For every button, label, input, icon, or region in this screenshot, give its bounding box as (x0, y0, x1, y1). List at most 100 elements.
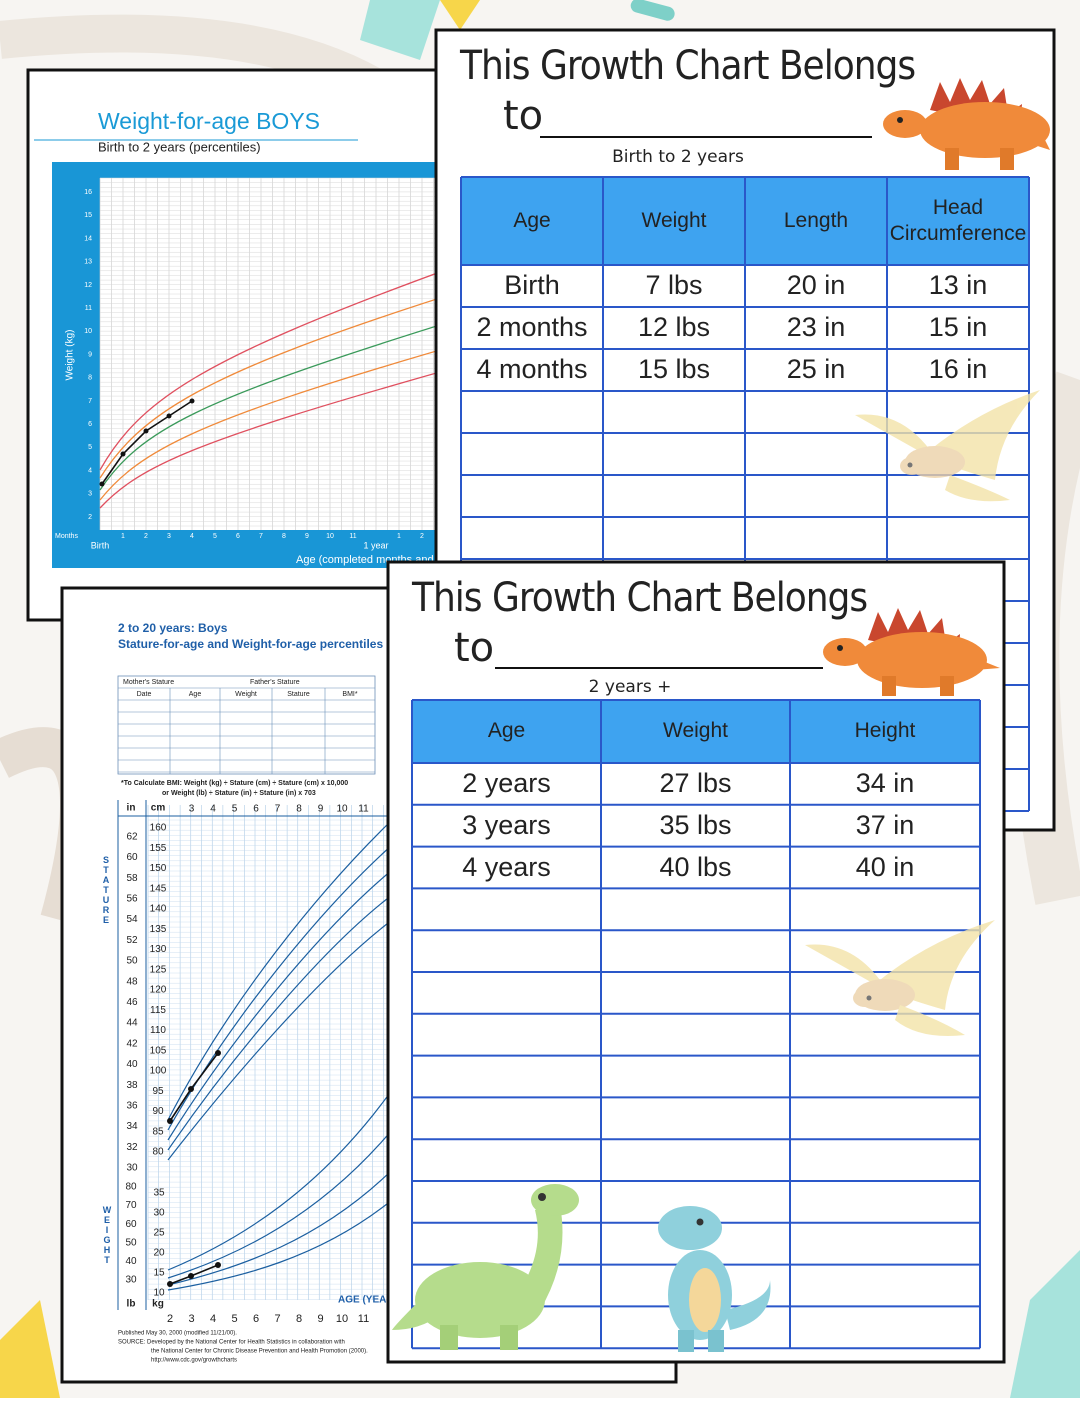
column-header: Stature (287, 691, 310, 698)
tick-label: 16 (84, 189, 92, 196)
tick-label: 4 (88, 467, 92, 474)
tick-label: 3 (88, 491, 92, 498)
entry-table (117, 675, 376, 775)
table-cell: 27 lbs (659, 768, 732, 799)
weight-chart-page: Weight-for-age BOYS Birth to 2 years (per… (26, 68, 467, 622)
chart-title: 2 to 20 years: Boys (118, 621, 228, 635)
table-cell: 2 months (476, 312, 588, 343)
tick-label: 3 (188, 1313, 194, 1325)
column-header: Age (487, 719, 526, 743)
table-cell: 23 in (787, 312, 846, 342)
tick-label: 5 (213, 533, 217, 540)
column-header: Weight (663, 719, 728, 743)
table-label: Mother's Stature (123, 679, 174, 686)
axis-label: WEIGHT (102, 1205, 112, 1265)
tick-label: 32 (126, 1142, 138, 1153)
tick-label: 30 (126, 1163, 138, 1174)
note: *To Calculate BMI: Weight (kg) ÷ Stature… (121, 780, 348, 787)
table-cell: 16 in (929, 354, 988, 384)
table-cell: 40 lbs (659, 851, 732, 882)
tick-label: 7 (88, 398, 92, 405)
table-cell: 2 years (462, 768, 551, 799)
tick-label: 11 (85, 305, 92, 312)
tick-label: 6 (88, 421, 92, 428)
table-label: Father's Stature (250, 679, 300, 686)
tick-label: 50 (125, 1237, 137, 1248)
tick-label: 44 (126, 1018, 138, 1029)
table-cell: 27 lbs (659, 768, 732, 799)
stegosaurus (883, 78, 1050, 170)
chart-subtitle: Stature-for-age and Weight-for-age perce… (118, 637, 383, 651)
decor (1010, 1250, 1080, 1398)
tick-label: 1 year (363, 540, 388, 550)
tick-label: 1 (397, 533, 401, 540)
tick-label: 100 (150, 1066, 167, 1077)
tick-label: 52 (126, 935, 138, 946)
tick-label: 10 (84, 328, 92, 335)
column-header: Weight (663, 719, 728, 743)
column-header: Head Circumference (890, 196, 1027, 245)
tick-label: 3 (167, 533, 171, 540)
footer: http://www.cdc.gov/growthcharts (151, 1358, 237, 1364)
tick-label: 46 (126, 997, 138, 1008)
column-header: Length (784, 209, 848, 232)
tick-label: 60 (125, 1219, 137, 1230)
tick-label: Birth (91, 540, 110, 550)
tick-label: 125 (150, 964, 167, 975)
axis-label: Weight (kg) (65, 330, 76, 381)
table-cell: Birth (504, 270, 560, 301)
tick-label: 80 (152, 1147, 164, 1158)
tick-label: 10 (336, 804, 348, 815)
table-cell: 40 lbs (659, 851, 732, 882)
column-header: Weight (641, 208, 707, 232)
table-cell: 2 years (462, 768, 551, 799)
table-cell: 4 months (476, 354, 587, 384)
page-title: This Growth Chart Belongs (459, 43, 915, 89)
tick-label: 25 (153, 1228, 165, 1239)
tick-label: 7 (275, 804, 281, 815)
tick-label: 14 (84, 235, 92, 242)
footer: SOURCE: Developed by the National Center… (118, 1340, 345, 1346)
tick-label: 145 (150, 883, 167, 894)
tick-label: 12 (84, 282, 92, 289)
tick-label: 48 (126, 976, 138, 987)
column-header: Age (513, 208, 551, 232)
column-header: Weight (641, 208, 707, 232)
tick-label: 150 (150, 863, 167, 874)
tick-label: 34 (126, 1121, 138, 1132)
table-cell: 20 in (787, 270, 846, 300)
tick-label: 11 (349, 533, 356, 540)
decor (0, 1300, 60, 1398)
table-cell: 34 in (855, 768, 915, 799)
page-subtitle: 2 years + (589, 677, 672, 697)
tick-label: 40 (125, 1256, 137, 1267)
table-cell: 7 lbs (645, 270, 702, 300)
tick-label: 80 (125, 1182, 137, 1193)
page-title: This Growth Chart Belongs (411, 575, 867, 621)
column-header: BMI* (342, 691, 357, 698)
tick-label: 56 (126, 894, 138, 905)
tick-label: 135 (150, 924, 167, 935)
stegosaurus (823, 608, 1000, 696)
tick-label: 4 (210, 1313, 216, 1325)
tick-label: 8 (296, 804, 302, 815)
column-header: Age (487, 719, 526, 743)
tick-label: 3 (189, 804, 195, 815)
table-cell: 13 in (928, 270, 988, 301)
table-cell: 12 lbs (638, 312, 710, 342)
table-cell: 3 years (462, 809, 551, 840)
table-cell: 15 lbs (637, 354, 711, 385)
tick-label: 10 (326, 533, 334, 540)
tick-label: 10 (153, 1288, 165, 1299)
tick-label: 7 (259, 533, 263, 540)
table-cell: 35 lbs (659, 810, 731, 840)
table-cell: 37 in (856, 810, 915, 840)
table-cell: 2 months (476, 312, 588, 343)
table-cell: Birth (504, 270, 560, 301)
tick-label: 58 (126, 873, 138, 884)
tick-label: 30 (125, 1275, 137, 1286)
pterodactyl (855, 390, 1040, 502)
tick-label: 2 (167, 1313, 173, 1325)
tick-label: 6 (253, 804, 259, 815)
